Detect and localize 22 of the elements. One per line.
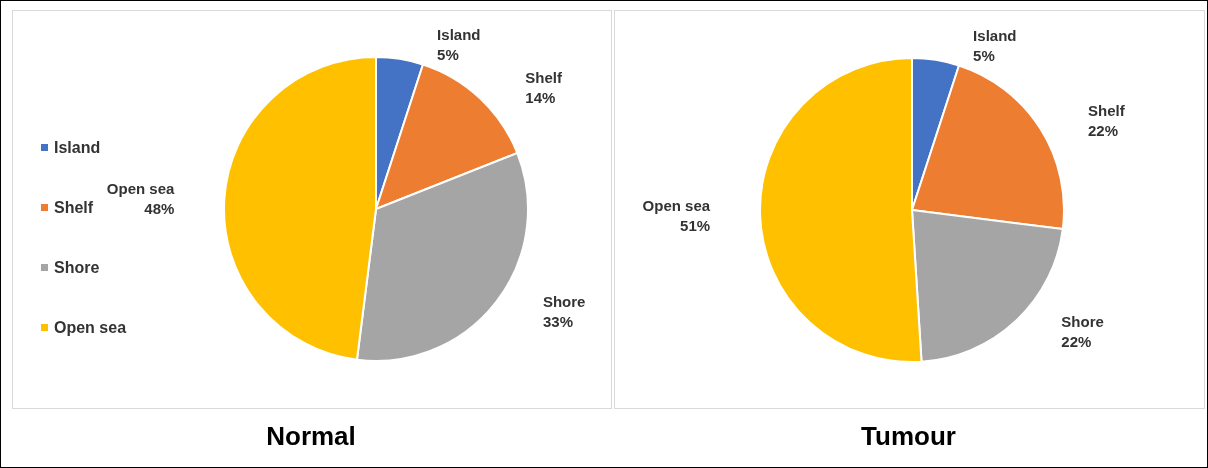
slice-label: Open sea [642, 196, 711, 214]
slice-label: Shelf [525, 68, 563, 86]
slice-label: Island [437, 25, 481, 43]
slice-label: Open sea [106, 180, 175, 198]
text: Normal [266, 421, 356, 451]
slice-label: Shore [1061, 313, 1104, 331]
data-label: 48% [144, 200, 175, 218]
slice-label: Island [973, 26, 1017, 44]
data-label: 5% [973, 46, 995, 64]
slice-label: Shelf [1088, 102, 1126, 120]
text: Tumour [861, 421, 956, 451]
data-label: 33% [542, 312, 573, 330]
data-label: 14% [525, 88, 556, 106]
legend-label: Island [54, 139, 101, 156]
data-label: 51% [680, 216, 711, 234]
data-label: 22% [1088, 122, 1119, 140]
legend-label: Shore [54, 259, 100, 276]
data-label: 22% [1061, 333, 1092, 351]
legend-label: Open sea [54, 319, 127, 336]
slice-label: Shore [542, 292, 586, 310]
data-label: 5% [437, 45, 459, 63]
legend-label: Shelf [54, 199, 94, 216]
